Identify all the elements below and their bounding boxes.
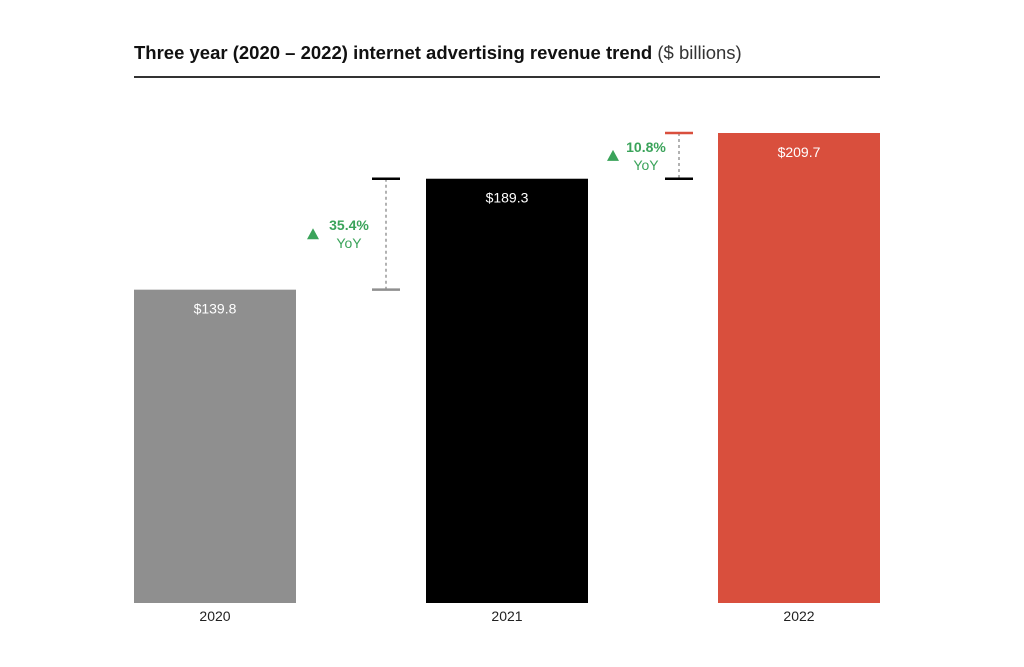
up-arrow-icon: [607, 149, 619, 161]
yoy-change-2021-2022: 10.8%: [626, 139, 666, 155]
category-label-2021: 2021: [491, 608, 522, 624]
title-divider: [134, 76, 880, 78]
category-label-2022: 2022: [783, 608, 814, 624]
yoy-label-2021-2022: YoY: [633, 157, 659, 173]
chart-title-unit: ($ billions): [657, 42, 742, 63]
bar-2020: [134, 289, 296, 603]
bar-2021: [426, 178, 588, 603]
chart-title: Three year (2020 – 2022) internet advert…: [134, 41, 742, 65]
bar-value-label-2022: $209.7: [778, 144, 821, 160]
yoy-change-2020-2021: 35.4%: [329, 217, 369, 233]
up-arrow-icon: [307, 228, 319, 240]
bar-value-label-2021: $189.3: [486, 190, 529, 206]
bar-value-label-2020: $139.8: [194, 301, 237, 317]
yoy-label-2020-2021: YoY: [336, 235, 362, 251]
bar-2022: [718, 133, 880, 603]
category-label-2020: 2020: [199, 608, 230, 624]
chart-title-main: Three year (2020 – 2022) internet advert…: [134, 42, 653, 63]
